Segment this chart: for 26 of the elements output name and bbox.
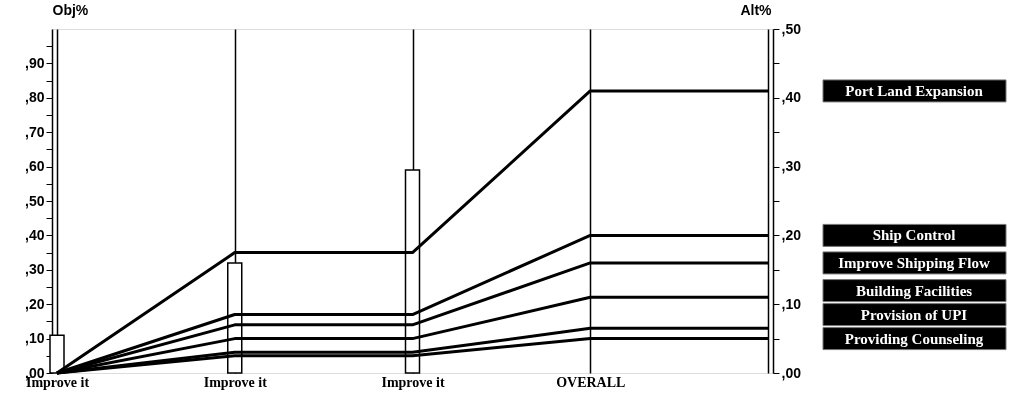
text: Port Land Expansion bbox=[845, 82, 984, 99]
y2-tick-label: ,00 bbox=[781, 364, 802, 381]
y-axis-title: Obj% bbox=[52, 1, 89, 18]
x-tick-label: Improve it bbox=[203, 374, 268, 390]
y2-axis-title: Alt% bbox=[740, 1, 773, 18]
y2-tick-label: ,20 bbox=[781, 226, 802, 243]
text: Improve Shipping Flow bbox=[838, 254, 990, 271]
y2-tick-label: ,30 bbox=[781, 158, 802, 175]
y-tick-label: ,20 bbox=[25, 295, 45, 312]
y-tick-label: ,90 bbox=[25, 54, 45, 71]
y-tick-label: ,40 bbox=[25, 226, 45, 243]
y-tick-label: ,80 bbox=[25, 89, 45, 106]
text: Provision of UPI bbox=[860, 306, 968, 323]
y2-tick-label: ,10 bbox=[781, 295, 802, 312]
text: Ship Control bbox=[872, 227, 956, 244]
y-tick-label: ,10 bbox=[25, 330, 45, 347]
text: Building Facilities bbox=[855, 282, 973, 299]
y-tick-label: ,70 bbox=[25, 123, 45, 140]
text: Providing Counseling bbox=[844, 330, 984, 347]
y-tick-label: ,30 bbox=[25, 261, 45, 278]
y-tick-label: ,60 bbox=[25, 158, 45, 175]
y-tick-label: ,50 bbox=[25, 192, 45, 209]
x-tick-label: OVERALL bbox=[556, 374, 626, 390]
x-tick-label: Improve it bbox=[381, 374, 445, 390]
y2-tick-label: ,40 bbox=[781, 89, 802, 106]
y2-tick-label: ,50 bbox=[781, 20, 802, 37]
